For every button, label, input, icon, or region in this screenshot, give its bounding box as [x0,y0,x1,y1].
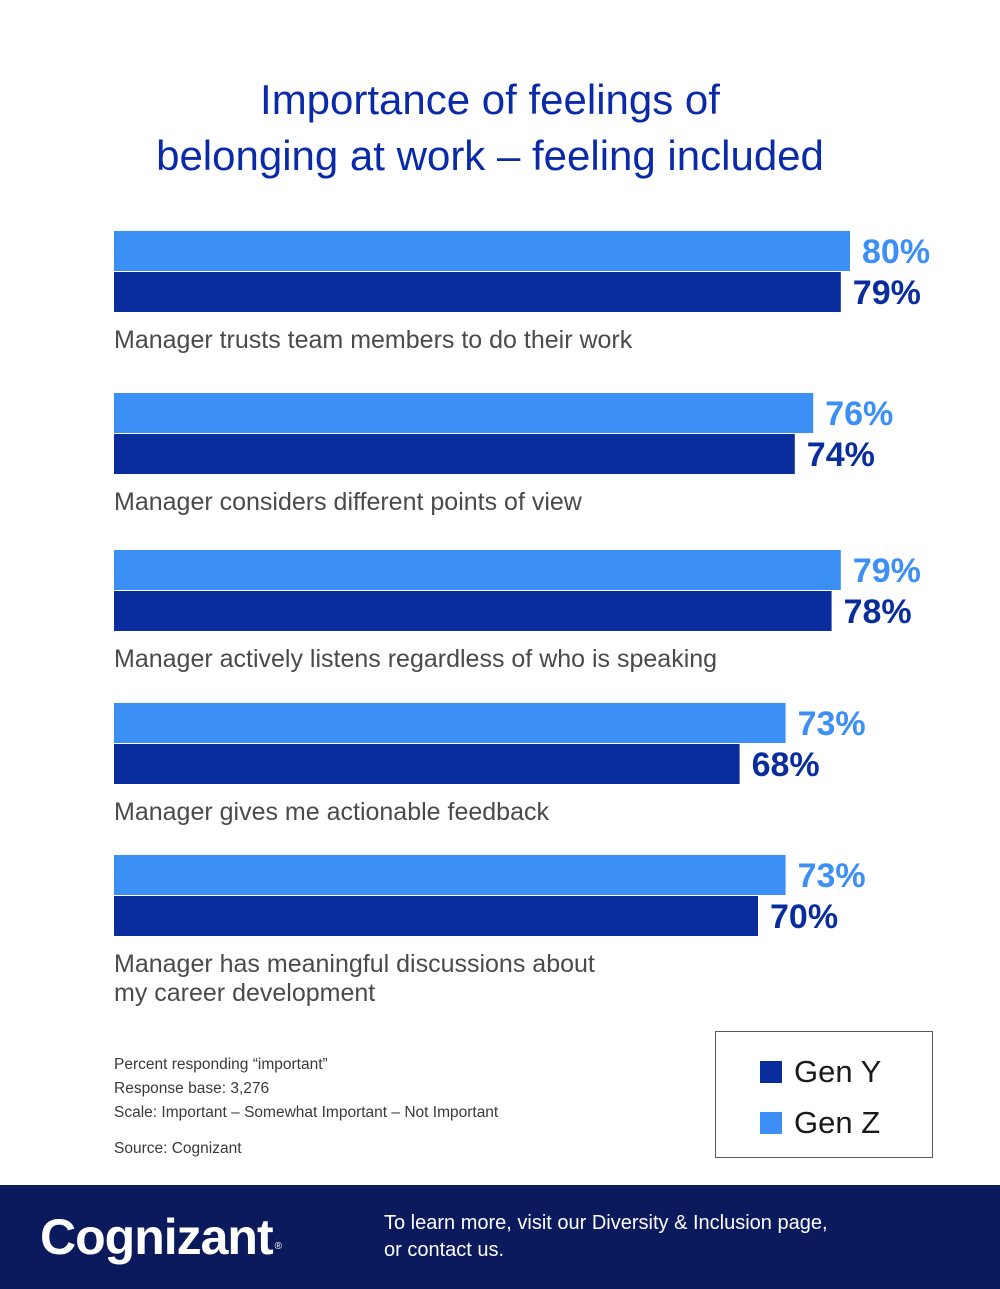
value-label-gen-z-5: 73% [798,857,866,895]
value-label-gen-y-5: 70% [770,898,838,936]
bar-gen-y-3 [114,591,832,631]
category-label-4: Manager gives me actionable feedback [114,798,549,826]
legend-swatch-gen-z [760,1112,782,1134]
legend-label-gen-y: Gen Y [794,1054,882,1089]
value-label-gen-y-2: 74% [807,436,875,474]
legend-item-gen-z: Gen Z [760,1105,880,1141]
logo-text: Cognizant [40,1209,274,1265]
value-label-gen-y-3: 78% [844,593,912,631]
category-label-2: Manager considers different points of vi… [114,488,583,516]
value-label-gen-y-4: 68% [752,746,820,784]
value-label-gen-y-1: 79% [853,274,921,312]
category-label-5-line-1: Manager has meaningful discussions about [114,950,595,978]
legend-swatch-gen-y [760,1061,782,1083]
chart-notes: Percent responding “important” Response … [114,1053,498,1161]
footer-cta-line-1: To learn more, visit our Diversity & Inc… [384,1212,828,1234]
bar-gen-z-5 [114,855,786,895]
value-label-gen-z-1: 80% [862,233,930,271]
bar-gen-y-4 [114,744,740,784]
bar-gen-z-3 [114,550,841,590]
chart-title-line-1: Importance of feelings of [260,76,720,123]
bar-gen-y-2 [114,434,795,474]
bar-gen-z-1 [114,231,850,271]
note-response-base: Response base: 3,276 [114,1080,270,1097]
note-percent: Percent responding “important” [114,1056,328,1073]
bar-gen-z-2 [114,393,814,433]
legend-label-gen-z: Gen Z [794,1105,881,1140]
source-note: Source: Cognizant [114,1140,242,1157]
legend: Gen Y Gen Z [715,1031,933,1158]
chart-title-line-2: belonging at work – feeling included [156,132,824,179]
footer-banner: Cognizant ® To learn more, visit our Dive… [0,1185,1000,1289]
trademark-symbol: ® [274,1241,282,1252]
bar-gen-y-5 [114,896,758,936]
value-label-gen-z-3: 79% [853,552,921,590]
value-label-gen-z-4: 73% [798,705,866,743]
value-label-gen-z-2: 76% [825,395,893,433]
cognizant-logo: Cognizant ® [40,1205,282,1269]
bar-gen-z-4 [114,703,786,743]
category-label-3: Manager actively listens regardless of w… [114,645,717,673]
legend-item-gen-y: Gen Y [760,1054,881,1090]
note-scale: Scale: Important – Somewhat Important – … [114,1104,499,1121]
bar-gen-y-1 [114,272,841,312]
footer-cta-line-2: or contact us. [384,1239,505,1261]
bar-chart: 80%79%Manager trusts team members to do … [114,231,930,1007]
chart-title: Importance of feelings of belonging at w… [0,72,980,184]
category-label-1: Manager trusts team members to do their … [114,326,633,354]
category-label-5-line-2: my career development [114,979,375,1007]
footer-cta: To learn more, visit our Diversity & Inc… [384,1210,828,1264]
